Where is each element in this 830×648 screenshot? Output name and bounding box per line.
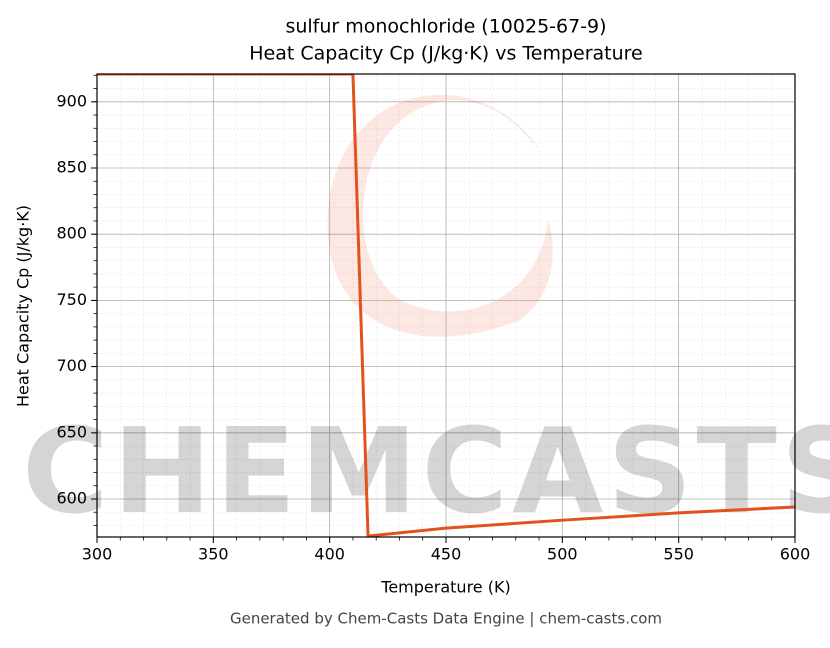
x-tick-label: 450 — [431, 545, 462, 564]
y-tick-label: 650 — [56, 422, 87, 441]
x-tick-label: 550 — [663, 545, 694, 564]
footer: Generated by Chem-Casts Data Engine | ch… — [230, 610, 662, 628]
y-tick-label: 600 — [56, 489, 87, 508]
x-tick-label: 300 — [82, 545, 113, 564]
x-tick-label: 600 — [780, 545, 811, 564]
x-tick-label: 350 — [198, 545, 229, 564]
x-tick-label: 500 — [547, 545, 578, 564]
chart-title: sulfur monochloride (10025-67-9) — [285, 16, 606, 38]
y-axis-label: Heat Capacity Cp (J/kg·K) — [14, 205, 33, 407]
x-tick-label: 400 — [314, 545, 345, 564]
y-tick-label: 900 — [56, 91, 87, 110]
y-tick-label: 800 — [56, 224, 87, 243]
y-tick-label: 700 — [56, 356, 87, 375]
y-tick-label: 750 — [56, 290, 87, 309]
x-axis-label: Temperature (K) — [380, 578, 510, 597]
watermark-text: CHEMCASTS — [22, 402, 830, 540]
data-line — [97, 74, 795, 537]
chart-subtitle: Heat Capacity Cp (J/kg·K) vs Temperature — [249, 43, 643, 65]
plot-frame — [96, 73, 796, 538]
y-tick-label: 850 — [56, 158, 87, 177]
watermark: CHEMCASTS — [22, 94, 830, 540]
